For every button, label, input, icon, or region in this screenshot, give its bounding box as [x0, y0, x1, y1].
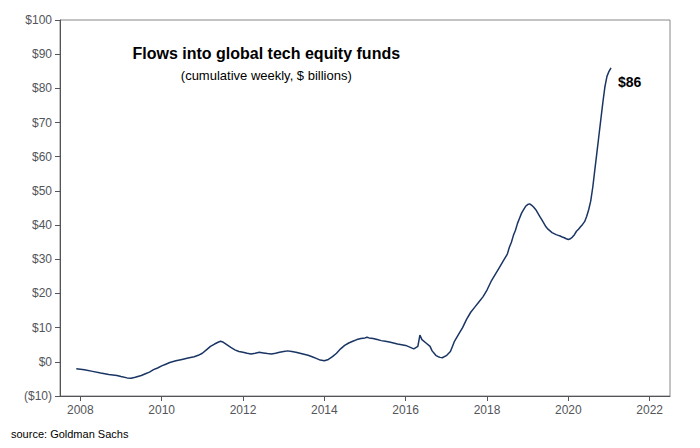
svg-text:$10: $10 [32, 321, 52, 335]
svg-text:2012: 2012 [230, 403, 257, 417]
svg-text:$70: $70 [32, 116, 52, 130]
svg-text:2010: 2010 [148, 403, 175, 417]
svg-text:$86: $86 [618, 74, 642, 90]
svg-text:(cumulative weekly, $ billions: (cumulative weekly, $ billions) [181, 68, 352, 83]
svg-text:$60: $60 [32, 150, 52, 164]
svg-text:2018: 2018 [474, 403, 501, 417]
svg-text:$0: $0 [39, 355, 53, 369]
svg-text:$80: $80 [32, 81, 52, 95]
svg-text:Flows into global tech equity: Flows into global tech equity funds [133, 45, 401, 62]
svg-text:2008: 2008 [67, 403, 94, 417]
svg-text:source: Goldman Sachs: source: Goldman Sachs [11, 428, 129, 440]
svg-text:$30: $30 [32, 252, 52, 266]
svg-text:$20: $20 [32, 286, 52, 300]
svg-text:2020: 2020 [555, 403, 582, 417]
svg-text:$90: $90 [32, 47, 52, 61]
svg-text:2016: 2016 [392, 403, 419, 417]
svg-text:$50: $50 [32, 184, 52, 198]
svg-text:2014: 2014 [311, 403, 338, 417]
svg-text:$100: $100 [25, 13, 52, 27]
svg-text:$40: $40 [32, 218, 52, 232]
svg-text:2022: 2022 [636, 403, 663, 417]
svg-text:($10): ($10) [24, 389, 52, 403]
